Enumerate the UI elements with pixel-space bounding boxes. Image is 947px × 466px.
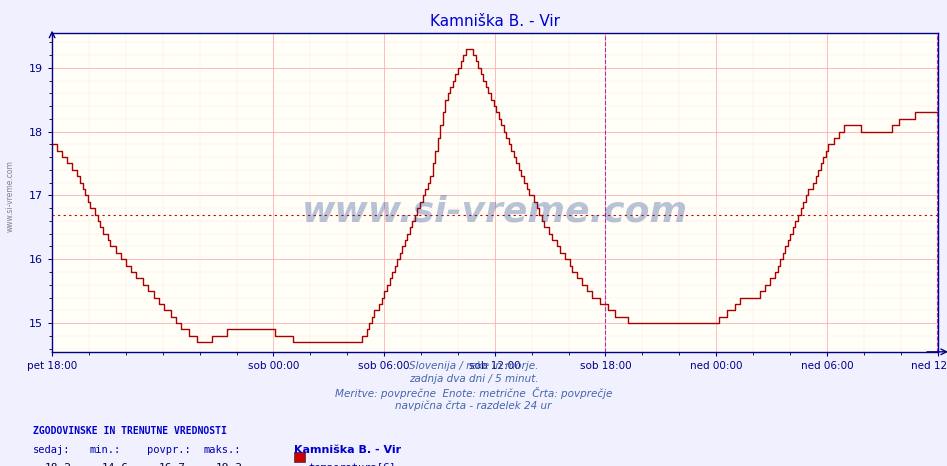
Text: Kamniška B. - Vir: Kamniška B. - Vir: [294, 445, 401, 455]
Text: 19,3: 19,3: [216, 463, 243, 466]
Text: 18,2: 18,2: [45, 463, 72, 466]
Text: 14,6: 14,6: [101, 463, 129, 466]
Text: www.si-vreme.com: www.si-vreme.com: [302, 194, 688, 228]
Text: min.:: min.:: [90, 445, 121, 455]
Text: Slovenija / reke in morje.: Slovenija / reke in morje.: [409, 361, 538, 371]
Text: 16,7: 16,7: [159, 463, 187, 466]
Text: ZGODOVINSKE IN TRENUTNE VREDNOSTI: ZGODOVINSKE IN TRENUTNE VREDNOSTI: [33, 426, 227, 436]
Text: www.si-vreme.com: www.si-vreme.com: [6, 160, 15, 232]
Text: navpična črta - razdelek 24 ur: navpična črta - razdelek 24 ur: [395, 400, 552, 411]
Text: povpr.:: povpr.:: [147, 445, 190, 455]
Text: maks.:: maks.:: [204, 445, 241, 455]
Text: temperatura[C]: temperatura[C]: [309, 463, 396, 466]
Text: zadnja dva dni / 5 minut.: zadnja dva dni / 5 minut.: [409, 374, 538, 384]
Text: sedaj:: sedaj:: [33, 445, 71, 455]
Title: Kamniška B. - Vir: Kamniška B. - Vir: [430, 14, 560, 29]
Text: Meritve: povprečne  Enote: metrične  Črta: povprečje: Meritve: povprečne Enote: metrične Črta:…: [335, 387, 612, 399]
